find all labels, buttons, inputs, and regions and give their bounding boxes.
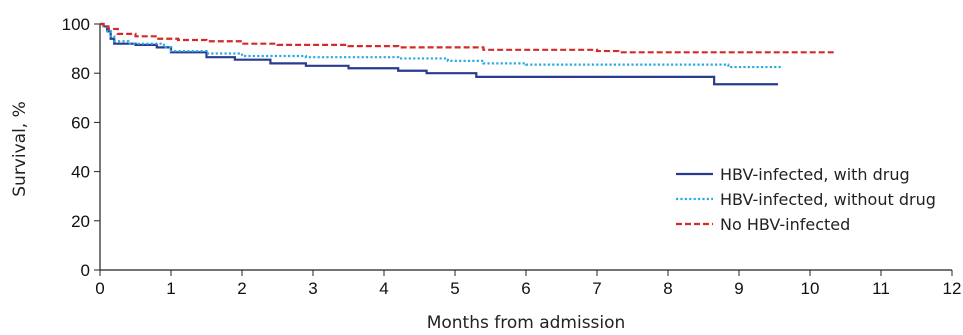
x-axis-title: Months from admission bbox=[427, 313, 626, 333]
series-line-0 bbox=[100, 22, 779, 86]
x-axis-ticks: 0 1 2 3 4 5 6 7 8 9 10 11 12 bbox=[95, 270, 961, 298]
legend-label-without-drug: HBV-infected, without drug bbox=[720, 190, 936, 209]
series-line-2 bbox=[100, 22, 835, 54]
y-axis-ticks: 0 20 40 60 80 100 bbox=[62, 15, 100, 280]
x-tick-label: 7 bbox=[592, 279, 601, 298]
y-tick-label: 20 bbox=[71, 212, 90, 231]
series-line-1 bbox=[100, 22, 782, 69]
x-tick-label: 2 bbox=[237, 279, 246, 298]
y-tick-label: 100 bbox=[62, 15, 90, 34]
x-tick-label: 10 bbox=[801, 279, 820, 298]
x-tick-label: 12 bbox=[943, 279, 962, 298]
series-layer bbox=[100, 22, 835, 86]
legend-label-with-drug: HBV-infected, with drug bbox=[720, 165, 910, 184]
x-tick-label: 11 bbox=[872, 279, 890, 298]
x-tick-label: 9 bbox=[734, 279, 743, 298]
x-tick-label: 1 bbox=[166, 279, 175, 298]
x-tick-label: 5 bbox=[450, 279, 459, 298]
y-tick-label: 40 bbox=[71, 163, 90, 182]
legend-label-no-hbv: No HBV-infected bbox=[720, 215, 850, 234]
x-tick-label: 8 bbox=[663, 279, 672, 298]
y-tick-label: 0 bbox=[81, 261, 90, 280]
y-axis-title: Survival, % bbox=[10, 101, 30, 197]
x-tick-label: 3 bbox=[308, 279, 317, 298]
x-tick-label: 4 bbox=[379, 279, 388, 298]
y-tick-label: 80 bbox=[71, 64, 90, 83]
x-tick-label: 6 bbox=[521, 279, 530, 298]
legend: HBV-infected, with drug HBV-infected, wi… bbox=[676, 165, 936, 234]
x-tick-label: 0 bbox=[95, 279, 104, 298]
y-tick-label: 60 bbox=[71, 113, 90, 132]
